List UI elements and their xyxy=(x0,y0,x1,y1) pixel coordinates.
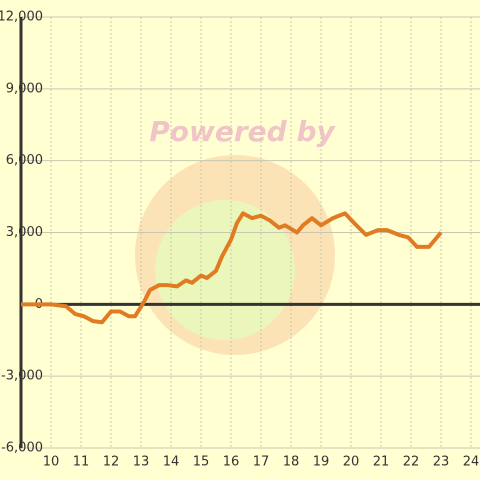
x-tick-label: 16 xyxy=(223,455,240,470)
y-tick-label: 6,000 xyxy=(6,153,43,168)
watermark: Powered by xyxy=(149,115,336,148)
x-tick-label: 12 xyxy=(103,455,120,470)
data-line xyxy=(21,211,443,325)
x-tick-label: 20 xyxy=(343,455,360,470)
x-tick-label: 14 xyxy=(163,455,180,470)
x-tick-label: 21 xyxy=(373,455,390,470)
x-tick-label: 18 xyxy=(283,455,300,470)
y-tick-label: 9,000 xyxy=(6,81,43,96)
x-tick-label: 17 xyxy=(253,455,270,470)
watermark-image xyxy=(135,155,335,355)
x-tick-label: 13 xyxy=(133,455,150,470)
x-tick-label: 23 xyxy=(433,455,450,470)
y-tick-label: 3,000 xyxy=(6,225,43,240)
x-tick-label: 11 xyxy=(73,455,90,470)
x-tick-label: 15 xyxy=(193,455,210,470)
x-tick-label: 10 xyxy=(43,455,60,470)
x-tick-label: 22 xyxy=(403,455,420,470)
x-tick-label: 24 xyxy=(463,455,480,470)
x-tick-label: 19 xyxy=(313,455,330,470)
